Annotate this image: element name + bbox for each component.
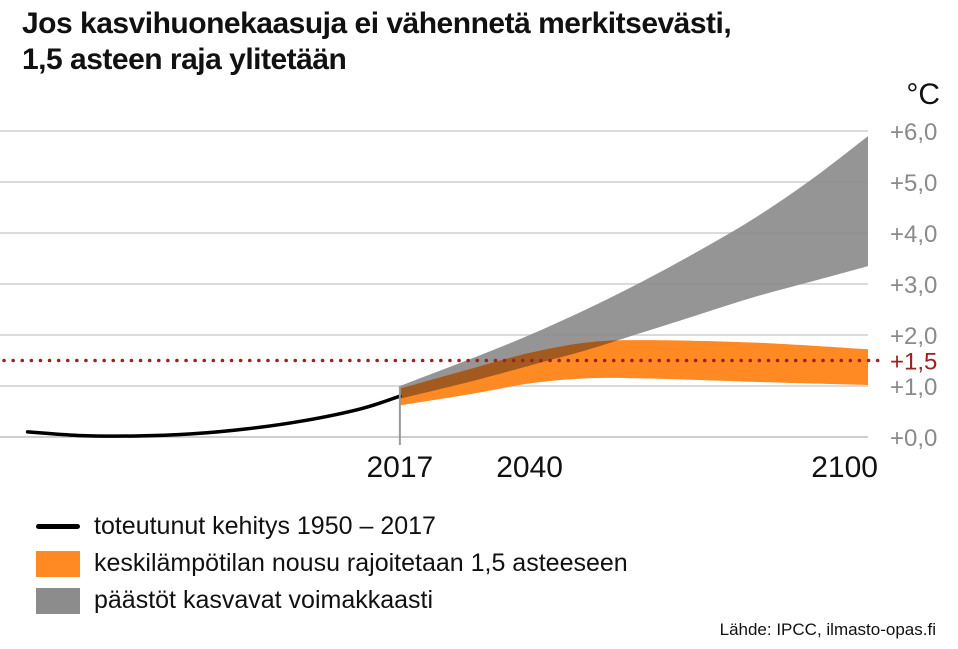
legend-swatch-historical: [36, 524, 80, 529]
legend-item-historical: toteutunut kehitys 1950 – 2017: [36, 508, 628, 545]
legend-item-limited: keskilämpötilan nousu rajoitetaan 1,5 as…: [36, 545, 628, 582]
y-axis-unit: °C: [906, 78, 940, 111]
x-tick-label-2: 2100: [811, 451, 878, 484]
band-growing: [399, 136, 868, 399]
lines: [25, 394, 402, 438]
bands: [399, 136, 868, 406]
legend-label-limited: keskilämpötilan nousu rajoitetaan 1,5 as…: [94, 549, 628, 577]
legend: toteutunut kehitys 1950 – 2017 keskilämp…: [36, 508, 628, 619]
legend-swatch-limited: [36, 550, 80, 577]
legend-swatch-growing: [36, 587, 80, 614]
chart-title-line-2: 1,5 asteen raja ylitetään: [22, 43, 347, 76]
y-tick-label-4: +4,0: [890, 221, 937, 248]
chart-title: Jos kasvihuonekaasuja ei vähennetä merki…: [22, 6, 922, 78]
y-tick-label-3: +3,0: [890, 272, 937, 299]
y-tick-label-0: +0,0: [890, 425, 937, 452]
y-tick-label-5: +5,0: [890, 170, 937, 197]
x-tick-label-0: 2017: [367, 451, 434, 484]
temperature-chart: +0,0 +1,0 +2,0 +3,0 +4,0 +5,0 +6,0 2017 2040 210…: [0, 78, 940, 484]
y-tick-label-6: +6,0: [890, 119, 937, 146]
reference-line-label: +1,5: [890, 349, 937, 376]
reference-line-group: +1,5: [2, 349, 937, 376]
legend-item-growing: päästöt kasvavat voimakkaasti: [36, 582, 628, 619]
x-axis-ticks: 2017 2040 2100: [367, 451, 878, 484]
legend-label-growing: päästöt kasvavat voimakkaasti: [94, 586, 434, 614]
y-tick-label-2: +2,0: [890, 323, 937, 350]
legend-label-historical: toteutunut kehitys 1950 – 2017: [94, 512, 436, 540]
chart-title-line-1: Jos kasvihuonekaasuja ei vähennetä merki…: [22, 7, 732, 40]
line-historical: [25, 394, 402, 438]
source-note: Lähde: IPCC, ilmasto-opas.fi: [719, 620, 936, 639]
y-tick-label-1: +1,0: [890, 374, 937, 401]
x-tick-label-1: 2040: [496, 451, 563, 484]
y-axis-ticks: +0,0 +1,0 +2,0 +3,0 +4,0 +5,0 +6,0: [890, 119, 937, 452]
